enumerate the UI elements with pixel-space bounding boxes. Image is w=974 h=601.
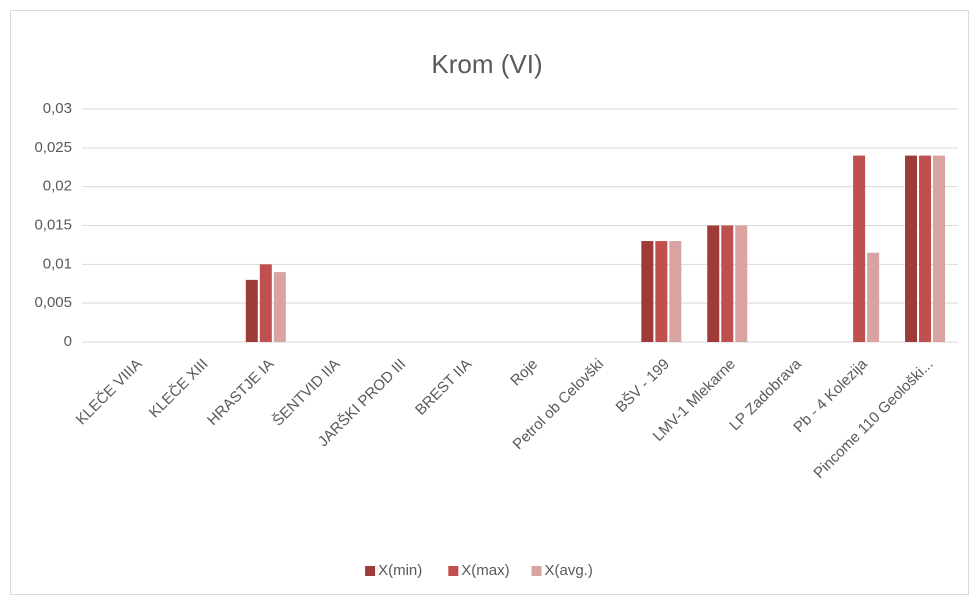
bar — [245, 279, 258, 342]
y-tick-label: 0,025 — [34, 139, 72, 156]
legend-label: X(avg.) — [545, 562, 593, 579]
chart-title: Krom (VI) — [431, 49, 542, 79]
y-tick-label: 0,02 — [43, 178, 72, 195]
y-tick-label: 0,005 — [34, 294, 72, 311]
bar — [933, 155, 946, 342]
legend-label: X(max) — [461, 562, 509, 579]
bar — [259, 264, 272, 342]
bar — [273, 272, 286, 342]
bar — [853, 155, 866, 342]
bar — [669, 241, 682, 342]
bar — [735, 225, 748, 342]
legend-swatch — [365, 566, 376, 576]
legend-swatch — [448, 566, 459, 576]
legend-label: X(min) — [378, 562, 422, 579]
bar — [641, 241, 654, 342]
y-tick-label: 0 — [64, 333, 72, 350]
bar — [655, 241, 668, 342]
y-tick-label: 0,01 — [43, 255, 72, 272]
bar — [905, 155, 918, 342]
bar — [867, 252, 880, 342]
bar — [707, 225, 720, 342]
bar — [721, 225, 734, 342]
y-tick-label: 0,03 — [43, 100, 72, 117]
legend-swatch — [531, 566, 542, 576]
bar — [919, 155, 932, 342]
chart-border — [10, 10, 969, 595]
y-tick-label: 0,015 — [34, 216, 72, 233]
